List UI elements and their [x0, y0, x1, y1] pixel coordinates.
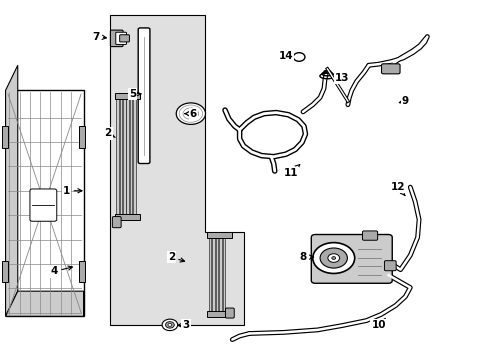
Bar [222, 237, 224, 315]
Circle shape [293, 53, 305, 61]
Circle shape [320, 248, 346, 268]
Bar [115, 93, 140, 99]
Text: 13: 13 [334, 73, 348, 83]
Polygon shape [5, 90, 83, 316]
FancyBboxPatch shape [138, 28, 150, 163]
FancyBboxPatch shape [112, 217, 121, 228]
Bar [1, 261, 7, 282]
FancyBboxPatch shape [110, 30, 123, 46]
Text: 10: 10 [370, 319, 385, 330]
Circle shape [167, 323, 171, 326]
FancyBboxPatch shape [311, 234, 391, 283]
Text: 6: 6 [184, 109, 197, 119]
Text: 12: 12 [390, 182, 405, 195]
Bar [79, 261, 84, 282]
Bar [116, 98, 119, 218]
Text: 2: 2 [167, 252, 184, 262]
Text: 7: 7 [92, 32, 106, 41]
FancyBboxPatch shape [30, 189, 57, 221]
Polygon shape [5, 291, 83, 316]
Text: 1: 1 [63, 186, 82, 196]
Bar [123, 98, 125, 218]
Circle shape [165, 321, 174, 328]
FancyBboxPatch shape [362, 231, 377, 240]
Text: 2: 2 [104, 129, 115, 138]
Bar [207, 311, 231, 317]
Text: 11: 11 [283, 165, 299, 178]
Circle shape [312, 243, 354, 274]
Circle shape [331, 257, 335, 260]
FancyBboxPatch shape [225, 308, 234, 318]
FancyBboxPatch shape [381, 64, 399, 74]
Bar [219, 237, 221, 315]
Polygon shape [5, 65, 18, 316]
Circle shape [176, 103, 205, 125]
Text: 3: 3 [177, 320, 189, 330]
Circle shape [162, 319, 177, 330]
Bar [208, 237, 211, 315]
Text: 9: 9 [399, 96, 408, 106]
Bar [212, 237, 214, 315]
Bar [126, 98, 129, 218]
Circle shape [327, 254, 339, 262]
FancyBboxPatch shape [384, 261, 395, 271]
Bar [115, 214, 140, 220]
Bar [79, 126, 84, 148]
Text: 5: 5 [128, 89, 141, 99]
Text: 14: 14 [278, 51, 293, 61]
FancyBboxPatch shape [120, 35, 129, 42]
Bar [1, 126, 7, 148]
FancyBboxPatch shape [116, 32, 126, 44]
Bar [120, 98, 122, 218]
Bar [215, 237, 218, 315]
Bar [207, 232, 231, 238]
Bar [130, 98, 132, 218]
Text: 8: 8 [299, 252, 313, 262]
Text: 4: 4 [51, 266, 72, 276]
Polygon shape [110, 15, 244, 325]
Bar [133, 98, 136, 218]
